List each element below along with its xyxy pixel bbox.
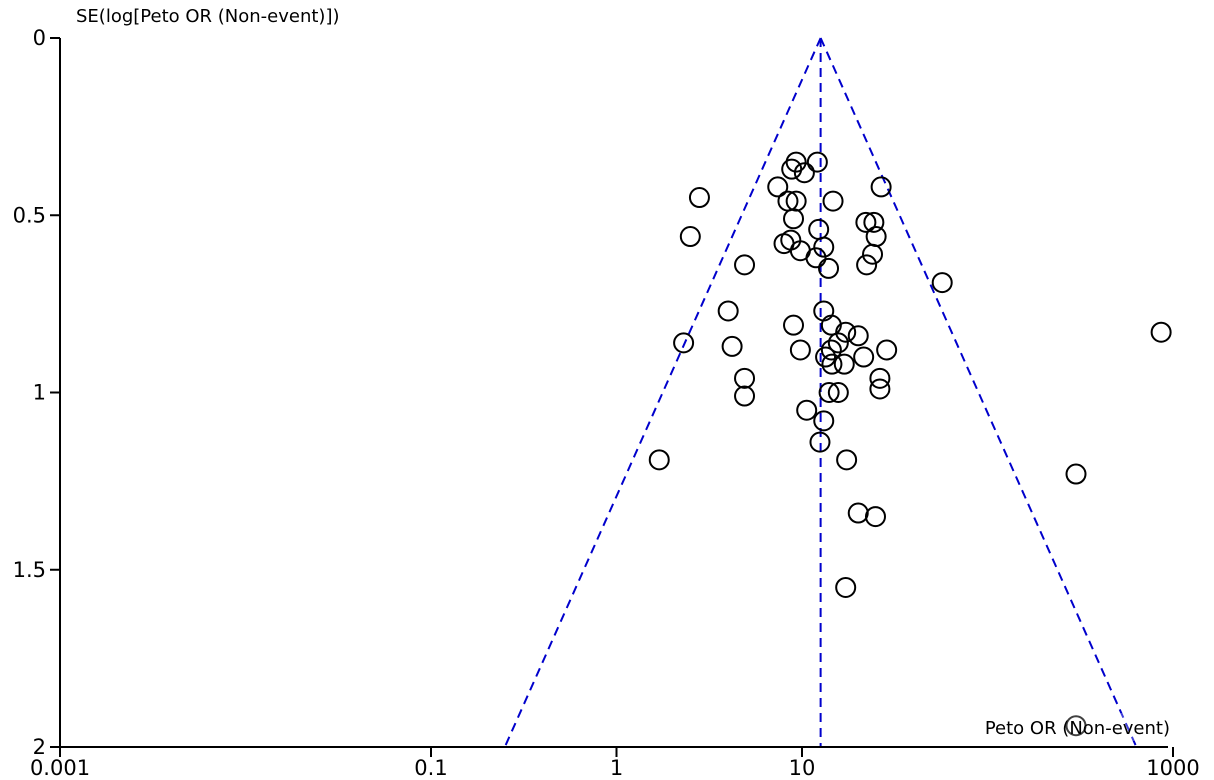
x-tick-label: 10 bbox=[789, 756, 816, 780]
study-point bbox=[862, 243, 884, 265]
y-tick-label: 1.5 bbox=[13, 558, 46, 582]
study-point bbox=[673, 332, 695, 354]
study-point bbox=[827, 382, 849, 403]
y-tick-label: 2 bbox=[33, 735, 46, 759]
study-point bbox=[818, 257, 840, 279]
funnel-left-line bbox=[503, 37, 822, 748]
study-point bbox=[863, 211, 885, 233]
study-point bbox=[648, 449, 670, 471]
study-point bbox=[822, 190, 844, 212]
points-layer bbox=[648, 151, 1172, 737]
study-point bbox=[820, 339, 842, 361]
study-point bbox=[783, 314, 805, 336]
study-point bbox=[1150, 321, 1172, 343]
study-point bbox=[808, 218, 830, 240]
x-tick-label: 1000 bbox=[1146, 756, 1199, 780]
study-point bbox=[789, 339, 811, 361]
study-point bbox=[777, 190, 799, 212]
study-point bbox=[818, 382, 840, 403]
study-point bbox=[870, 176, 892, 198]
study-point bbox=[821, 353, 843, 375]
x-tick-label: 0.001 bbox=[30, 756, 90, 780]
study-point bbox=[856, 254, 878, 276]
x-tick-label: 1 bbox=[610, 756, 623, 780]
y-ticks: 0 0.5 1 1.5 2 bbox=[13, 26, 60, 759]
axes-layer bbox=[59, 38, 1168, 748]
study-point bbox=[864, 506, 886, 528]
study-point bbox=[876, 339, 898, 361]
study-point bbox=[785, 190, 807, 212]
study-point bbox=[806, 151, 828, 173]
study-point bbox=[813, 300, 835, 322]
study-point bbox=[813, 236, 835, 258]
study-point bbox=[809, 431, 831, 453]
study-point bbox=[783, 208, 805, 230]
study-point bbox=[679, 226, 701, 248]
study-point bbox=[835, 576, 857, 598]
study-point bbox=[813, 410, 835, 432]
study-point bbox=[1065, 463, 1087, 485]
study-point bbox=[1065, 715, 1087, 737]
study-point bbox=[827, 332, 849, 354]
study-point bbox=[793, 162, 815, 184]
study-point bbox=[805, 247, 827, 269]
y-tick-label: 1 bbox=[33, 381, 46, 405]
study-point bbox=[847, 502, 869, 524]
study-point bbox=[847, 325, 869, 347]
x-axis-title: Peto OR (Non-event) bbox=[985, 718, 1170, 739]
study-point bbox=[734, 367, 756, 389]
y-tick-label: 0.5 bbox=[13, 203, 46, 227]
x-ticks: 0.001 0.1 1 10 1000 bbox=[30, 747, 1200, 780]
study-point bbox=[835, 321, 857, 343]
study-point bbox=[734, 254, 756, 276]
study-point bbox=[767, 176, 789, 198]
funnel-layer bbox=[503, 37, 1138, 748]
study-point bbox=[865, 226, 887, 248]
study-point bbox=[734, 385, 756, 407]
study-point bbox=[717, 300, 739, 322]
study-point bbox=[853, 346, 875, 368]
funnel-right-line bbox=[819, 37, 1138, 748]
study-point bbox=[688, 187, 710, 209]
y-axis-title: SE(log[Peto OR (Non-event)]) bbox=[76, 6, 340, 27]
study-point bbox=[855, 211, 877, 233]
study-point bbox=[721, 335, 743, 357]
study-point bbox=[931, 272, 953, 294]
study-point bbox=[815, 346, 837, 368]
study-point bbox=[836, 449, 858, 471]
study-point bbox=[869, 367, 891, 389]
y-tick-label: 0 bbox=[33, 26, 46, 50]
study-point bbox=[833, 353, 855, 375]
study-point bbox=[869, 378, 891, 400]
study-point bbox=[796, 399, 818, 421]
x-tick-label: 0.1 bbox=[414, 756, 447, 780]
study-point bbox=[781, 158, 803, 180]
